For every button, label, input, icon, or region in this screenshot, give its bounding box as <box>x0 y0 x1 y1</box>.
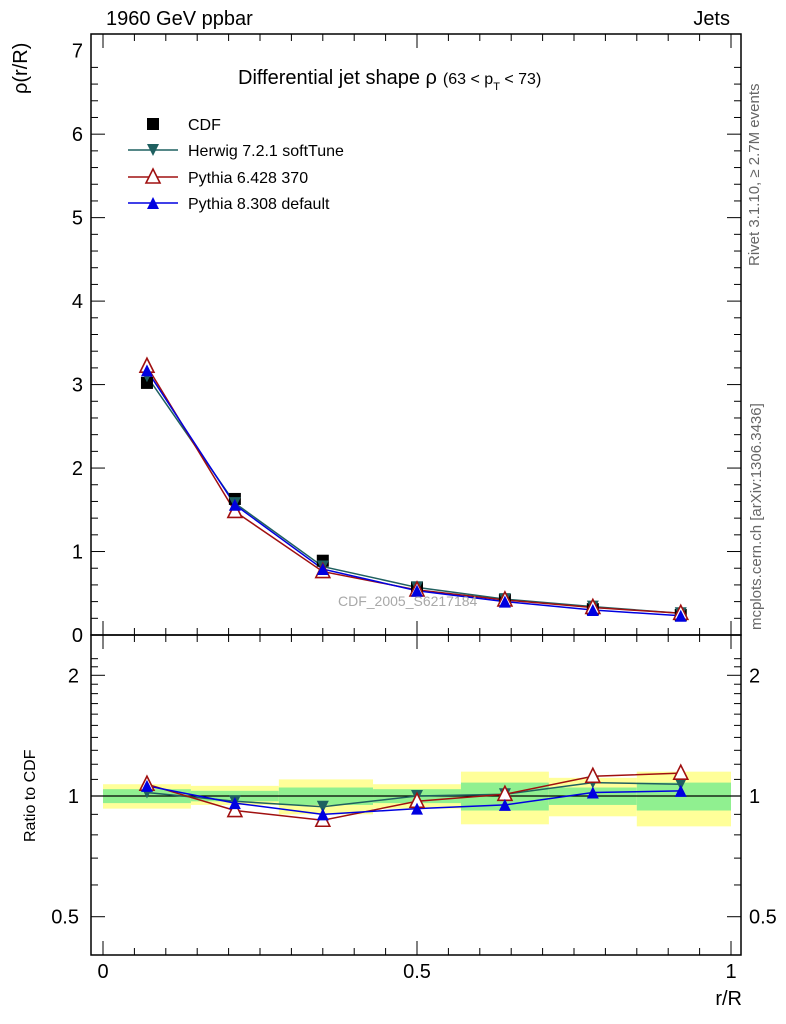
main-point-cdf <box>140 376 153 389</box>
legend-marker-pythia8 <box>147 197 159 209</box>
ratio-frame <box>90 634 742 956</box>
ratio-point-pythia8 <box>228 797 241 810</box>
chart-title-range-end: < 73) <box>500 71 541 88</box>
main-point-pythia8 <box>586 603 599 616</box>
main-y-tick-label: 5 <box>72 208 83 230</box>
main-point-pythia8 <box>498 595 511 608</box>
ratio-point-pythia8 <box>674 784 687 797</box>
chart-title-rho: ρ <box>426 67 437 89</box>
legend-marker-herwig <box>147 144 159 156</box>
ratio-point-pythia6 <box>584 766 602 784</box>
ratio-y-tick-label-left: 0.5 <box>51 907 79 929</box>
ratio-point-pythia6 <box>226 800 244 818</box>
x-tick-label: 0.5 <box>403 961 431 983</box>
ratio-y-axis-label: Ratio to CDF <box>22 749 39 842</box>
axis-ticks <box>91 34 741 955</box>
ratio-y-tick-label-left: 2 <box>68 665 79 687</box>
analysis-watermark: CDF_2005_S6217184 <box>338 593 478 609</box>
main-y-axis-label: ρ(r/R) <box>10 42 32 94</box>
legend-label-cdf: CDF <box>188 117 221 134</box>
legend-label-pythia8: Pythia 8.308 default <box>188 196 330 213</box>
process-label: Jets <box>693 8 730 30</box>
main-y-tick-label: 4 <box>72 291 83 313</box>
main-point-pythia8 <box>674 609 687 622</box>
chart-text: 0 1 2 3 4 5 6 7 0 0.5 1 0.5 0.5 1 1 2 2 Differential jet … <box>51 41 777 983</box>
legend-marker-cdf <box>147 118 159 130</box>
main-point-pythia8 <box>411 584 423 597</box>
main-series-line-pythia8 <box>146 369 681 617</box>
main-point-pythia8 <box>316 563 329 576</box>
chart-title: Differential jet shape ρ (63 < pT < 73) <box>238 67 541 93</box>
ratio-y-tick-label-right: 2 <box>749 665 760 687</box>
ratio-point-pythia6 <box>672 763 690 780</box>
mcplots-reference-label: mcplots.cern.ch [arXiv:1306.3436] <box>748 403 765 630</box>
legend-marker-pythia6 <box>144 167 162 184</box>
main-y-tick-label: 6 <box>72 124 83 146</box>
ratio-point-pythia8 <box>586 786 599 799</box>
energy-label: 1960 GeV ppbar <box>106 8 253 30</box>
ratio-point-herwig <box>316 800 329 813</box>
legend-label-pythia6: Pythia 6.428 370 <box>188 170 308 187</box>
legend-label-herwig: Herwig 7.2.1 softTune <box>188 143 344 160</box>
ratio-point-pythia8 <box>411 802 423 815</box>
main-y-tick-label: 3 <box>72 375 83 397</box>
main-series-line-pythia6 <box>146 365 681 615</box>
main-y-tick-label: 1 <box>72 542 83 564</box>
ratio-point-pythia8 <box>316 808 329 821</box>
ratio-point-herwig <box>674 778 687 791</box>
rivet-version-label: Rivet 3.1.10, ≥ 2.7M events <box>746 83 763 267</box>
series-markers <box>138 356 690 828</box>
x-tick-label: 0 <box>97 961 108 983</box>
main-y-tick-label: 0 <box>72 625 83 647</box>
main-y-tick-label: 7 <box>72 41 83 63</box>
legend: CDF Herwig 7.2.1 softTune Pythia 6.428 370… <box>128 117 344 213</box>
chart-title-main: Differential jet shape <box>238 67 426 89</box>
ratio-y-tick-label-right: 0.5 <box>749 907 777 929</box>
main-series-line-herwig <box>146 375 681 615</box>
main-point-pythia8 <box>228 498 241 511</box>
ratio-y-tick-label-left: 1 <box>68 786 79 808</box>
x-tick-label: 1 <box>725 961 736 983</box>
ratio-point-pythia8 <box>140 779 153 792</box>
chart-title-pt-subscript: T <box>493 81 500 93</box>
main-point-pythia8 <box>140 364 153 377</box>
ratio-point-pythia8 <box>498 798 511 811</box>
ratio-y-tick-label-right: 1 <box>749 786 760 808</box>
chart-title-range: (63 < p <box>443 71 493 88</box>
x-axis-label: r/R <box>715 988 742 1010</box>
main-y-tick-label: 2 <box>72 458 83 480</box>
